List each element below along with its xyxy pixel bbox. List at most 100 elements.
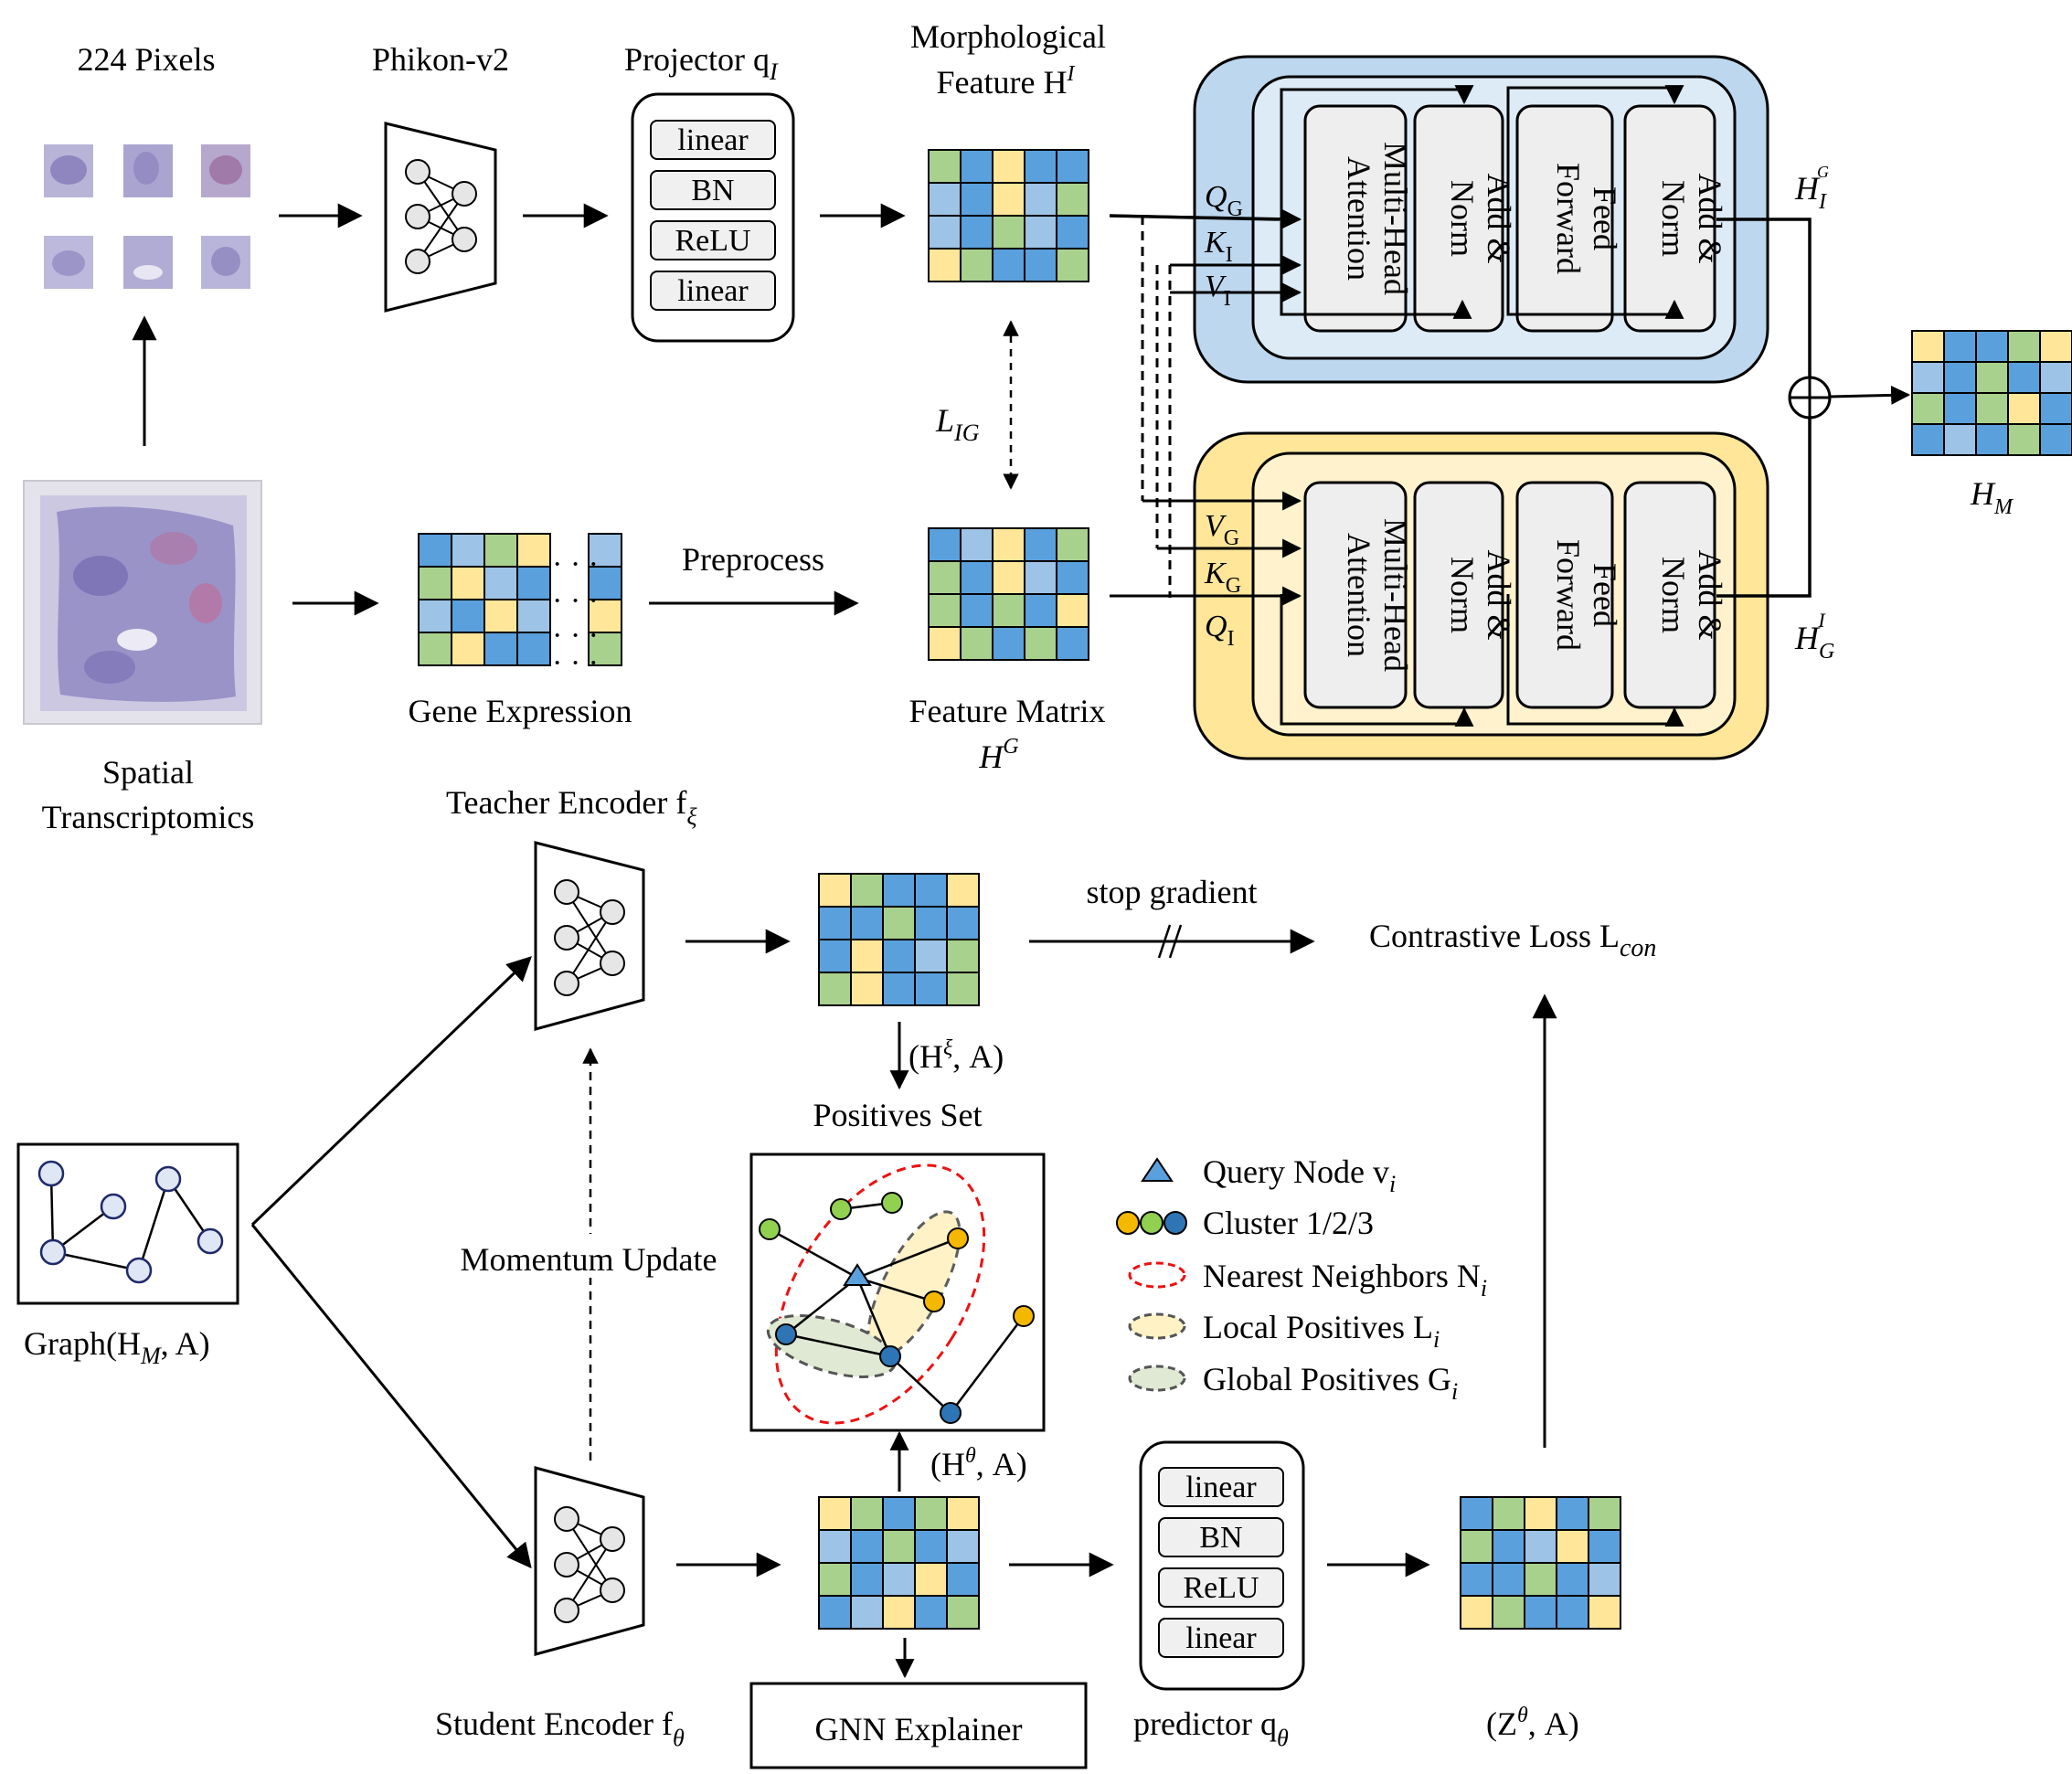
student-output-matrix: [818, 1496, 980, 1630]
matrix-cell: [1460, 1595, 1493, 1630]
matrix-cell: [1588, 1529, 1621, 1564]
hig-output-label: HIG: [1794, 163, 1829, 214]
svg-text:· · ·: · · ·: [552, 619, 599, 653]
matrix-cell: [992, 182, 1025, 217]
matrix-cell: [1524, 1595, 1557, 1630]
gene-label: Gene Expression: [409, 693, 632, 729]
transformer-block: [1303, 481, 1408, 709]
pixels-label: 224 Pixels: [77, 41, 215, 78]
positives-set-graph: [749, 1153, 1046, 1432]
matrix-cell: [882, 1496, 916, 1531]
matrix-cell: [992, 593, 1025, 628]
matrix-cell: [960, 248, 993, 282]
teacher-output-matrix: [818, 873, 980, 1006]
matrix-cell: [2007, 423, 2041, 456]
matrix-cell: [516, 599, 551, 633]
attention-input-label: KG: [1204, 557, 1241, 598]
matrix-cell: [2039, 423, 2072, 456]
legend-clusters: Cluster 1/2/3: [1203, 1205, 1374, 1241]
matrix-cell: [1975, 361, 2009, 394]
matrix-cell: [914, 1529, 948, 1564]
matrix-cell: [818, 972, 852, 1006]
transformer-block: [1515, 481, 1614, 709]
matrix-cell: [1024, 215, 1057, 250]
matrix-cell: [2007, 361, 2041, 394]
transformer-block-label: Forward: [1550, 539, 1587, 651]
matrix-cell: [588, 632, 622, 666]
matrix-cell: [960, 215, 993, 250]
matrix-cell: [850, 906, 884, 940]
attention-input-label: QG: [1205, 180, 1243, 221]
matrix-cell: [418, 632, 452, 666]
feature-matrix-label: Feature Matrix: [909, 693, 1106, 729]
matrix-cell: [992, 626, 1025, 661]
matrix-cell: [418, 599, 452, 633]
fused-feature-matrix: [1911, 330, 2072, 456]
transformer-block-label: Attention: [1341, 156, 1377, 281]
layer-box: [1158, 1467, 1284, 1507]
transformer-block: [1623, 104, 1716, 333]
input-graph: [16, 1142, 239, 1305]
matrix-cell: [992, 248, 1025, 282]
layer-box: [650, 120, 776, 160]
matrix-cell: [588, 599, 622, 633]
momentum-update-label: Momentum Update: [461, 1241, 717, 1278]
hg-label: HG: [978, 735, 1018, 775]
preprocess-label: Preprocess: [682, 541, 824, 578]
gene-feature-matrix: [928, 527, 1089, 661]
matrix-cell: [1024, 527, 1057, 562]
query-node-legend-icon: [1141, 1157, 1174, 1182]
matrix-cell: [451, 533, 485, 568]
layer-box: [650, 271, 776, 311]
transformer-block-label: Norm: [1655, 180, 1692, 257]
matrix-cell: [1460, 1562, 1493, 1597]
matrix-cell: [928, 626, 962, 661]
matrix-cell: [850, 1529, 884, 1564]
transformer-block-label: Forward: [1550, 163, 1587, 274]
matrix-cell: [928, 215, 962, 250]
st-label-line2: Transcriptomics: [42, 799, 255, 835]
matrix-cell: [882, 939, 916, 973]
matrix-cell: [1588, 1496, 1621, 1531]
matrix-cell: [818, 1595, 852, 1630]
matrix-cell: [1911, 361, 1945, 394]
matrix-cell: [1943, 392, 1977, 425]
matrix-cell: [882, 1595, 916, 1630]
matrix-cell: [1943, 361, 1977, 394]
matrix-cell: [1024, 593, 1057, 628]
matrix-cell: [928, 182, 962, 217]
matrix-cell: [1556, 1595, 1589, 1630]
matrix-cell: [1056, 149, 1089, 184]
transformer-block-label: Norm: [1444, 180, 1481, 257]
matrix-cell: [882, 906, 916, 940]
predictor-output-matrix: [1460, 1496, 1621, 1630]
transformer-block: [1413, 104, 1504, 333]
transformer-block-label: Norm: [1444, 557, 1481, 633]
matrix-cell: [1911, 392, 1945, 425]
matrix-cell: [1556, 1496, 1589, 1531]
matrix-cell: [1492, 1595, 1525, 1630]
matrix-cell: [1588, 1562, 1621, 1597]
matrix-cell: [850, 1595, 884, 1630]
matrix-cell: [2007, 392, 2041, 425]
matrix-cell: [1975, 330, 2009, 363]
transformer-block: [1303, 104, 1408, 333]
matrix-cell: [946, 906, 980, 940]
matrix-cell: [1056, 626, 1089, 661]
matrix-cell: [992, 560, 1025, 595]
matrix-cell: [946, 939, 980, 973]
matrix-cell: [2039, 361, 2072, 394]
matrix-cell: [1056, 182, 1089, 217]
layer-label: linear: [677, 274, 749, 308]
matrix-cell: [850, 939, 884, 973]
predictor-block: linear BN ReLU linear: [1139, 1440, 1305, 1691]
matrix-cell: [960, 560, 993, 595]
layer-label: linear: [677, 123, 749, 157]
matrix-cell: [960, 626, 993, 661]
transformer-block-label: Feed: [1587, 186, 1623, 250]
matrix-cell: [2039, 392, 2072, 425]
